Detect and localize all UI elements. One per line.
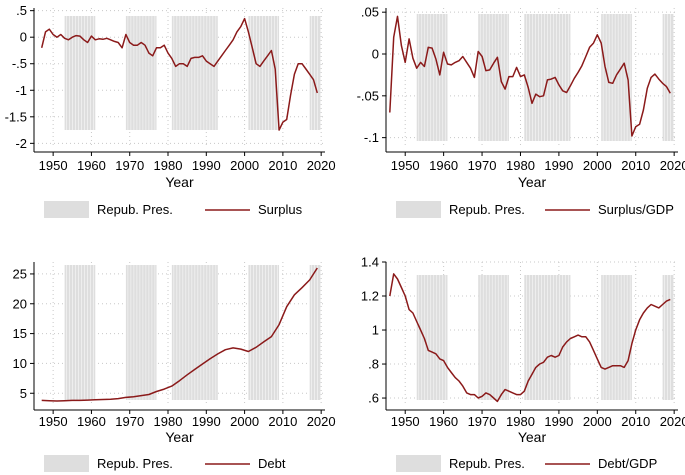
x-tick-label: 1950 [39, 158, 68, 173]
x-tick-label: 1970 [115, 414, 144, 429]
series-line-surplus [40, 17, 319, 131]
legend-label-series: Surplus/GDP [598, 202, 674, 217]
legend: Repub. Pres. Debt/GDP [396, 455, 657, 472]
x-tick-label: 1950 [39, 414, 68, 429]
y-tick-label: .6 [368, 391, 379, 406]
x-tick-label: 1960 [429, 158, 458, 173]
y-tick-label: 1 [372, 323, 379, 338]
republican-term-band [309, 16, 321, 130]
legend-swatch-shade [44, 455, 89, 472]
x-tick-label: 1960 [77, 414, 106, 429]
x-tick-label: 2010 [621, 414, 650, 429]
x-tick-label: 1980 [154, 158, 183, 173]
x-tick-label: 2020 [660, 414, 685, 429]
chart-panel-3: 5 10 15 20 25 1950 1960 1970 1980 1990 2000 2010 202… [13, 262, 336, 472]
chart-panel-2: -.1 -.05 0 .05 1950 1960 1970 1980 1990 2000 2010 2… [357, 5, 685, 218]
y-tick-label: 1.2 [361, 289, 379, 304]
x-tick-label: 2000 [583, 158, 612, 173]
y-tick-label: -.1 [364, 130, 379, 145]
legend-label-shade: Repub. Pres. [97, 456, 173, 471]
legend-label-shade: Repub. Pres. [97, 202, 173, 217]
x-tick-label: 2010 [621, 158, 650, 173]
x-tick-label: 1970 [468, 414, 497, 429]
x-tick-label: 1980 [506, 414, 535, 429]
y-tick-label: 5 [20, 386, 27, 401]
y-tick-label: 10 [13, 356, 27, 371]
y-tick-label: -2 [15, 136, 27, 151]
y-tick-label: .8 [368, 357, 379, 372]
legend-swatch-shade [44, 201, 89, 218]
legend-label-series: Debt [258, 456, 286, 471]
series-line-debt-gdp [389, 273, 671, 403]
legend-label-series: Surplus [258, 202, 303, 217]
x-tick-label: 1960 [77, 158, 106, 173]
legend-swatch-shade [396, 455, 441, 472]
y-tick-label: 0 [20, 30, 27, 45]
x-tick-label: 1990 [192, 158, 221, 173]
y-tick-label: .05 [361, 5, 379, 20]
y-tick-label: 20 [13, 296, 27, 311]
x-axis-title: Year [165, 174, 194, 190]
x-tick-label: 1950 [391, 158, 420, 173]
y-tick-label: 1.4 [361, 255, 379, 270]
x-tick-label: 1990 [544, 414, 573, 429]
x-tick-label: 1970 [468, 158, 497, 173]
legend-label-shade: Repub. Pres. [449, 202, 525, 217]
republican-term-band [309, 265, 321, 400]
chart-panel-1: -2 -1.5 -1 -.5 0 .5 1950 1960 1970 1980 1990 2000 20… [5, 3, 336, 218]
y-tick-label: 15 [13, 326, 27, 341]
x-tick-label: 2020 [307, 158, 336, 173]
republican-term-band [662, 275, 674, 400]
x-tick-label: 1990 [192, 414, 221, 429]
x-tick-label: 2000 [583, 414, 612, 429]
x-axis-title: Year [518, 429, 547, 445]
series-line-debt [41, 267, 318, 402]
x-tick-label: 2010 [268, 158, 297, 173]
x-tick-label: 1980 [154, 414, 183, 429]
legend-label-series: Debt/GDP [598, 456, 657, 471]
series-line-surplus-gdp [389, 15, 671, 137]
y-tick-label: .5 [16, 3, 27, 18]
x-tick-label: 2020 [307, 414, 336, 429]
y-tick-label: -.5 [12, 56, 27, 71]
x-tick-label: 1970 [115, 158, 144, 173]
legend-label-shade: Repub. Pres. [449, 456, 525, 471]
x-tick-label: 2000 [230, 414, 259, 429]
republican-term-band [662, 14, 674, 141]
y-tick-label: 25 [13, 266, 27, 281]
chart-panel-4: .6 .8 1 1.2 1.4 1950 1960 1970 1980 1990 2000 2010 2… [361, 255, 685, 472]
x-axis-title: Year [165, 429, 194, 445]
legend: Repub. Pres. Surplus [44, 201, 303, 218]
y-tick-label: 0 [372, 47, 379, 62]
x-axis-title: Year [518, 174, 547, 190]
x-tick-label: 1950 [391, 414, 420, 429]
x-tick-label: 1980 [506, 158, 535, 173]
x-tick-label: 1960 [429, 414, 458, 429]
y-tick-label: -1 [15, 83, 27, 98]
x-tick-label: 2020 [660, 158, 685, 173]
x-tick-label: 2000 [230, 158, 259, 173]
x-tick-label: 2010 [268, 414, 297, 429]
y-tick-label: -.05 [357, 88, 379, 103]
x-tick-label: 1990 [544, 158, 573, 173]
legend: Repub. Pres. Surplus/GDP [396, 201, 674, 218]
legend-swatch-shade [396, 201, 441, 218]
legend: Repub. Pres. Debt [44, 455, 286, 472]
y-tick-label: -1.5 [5, 109, 27, 124]
